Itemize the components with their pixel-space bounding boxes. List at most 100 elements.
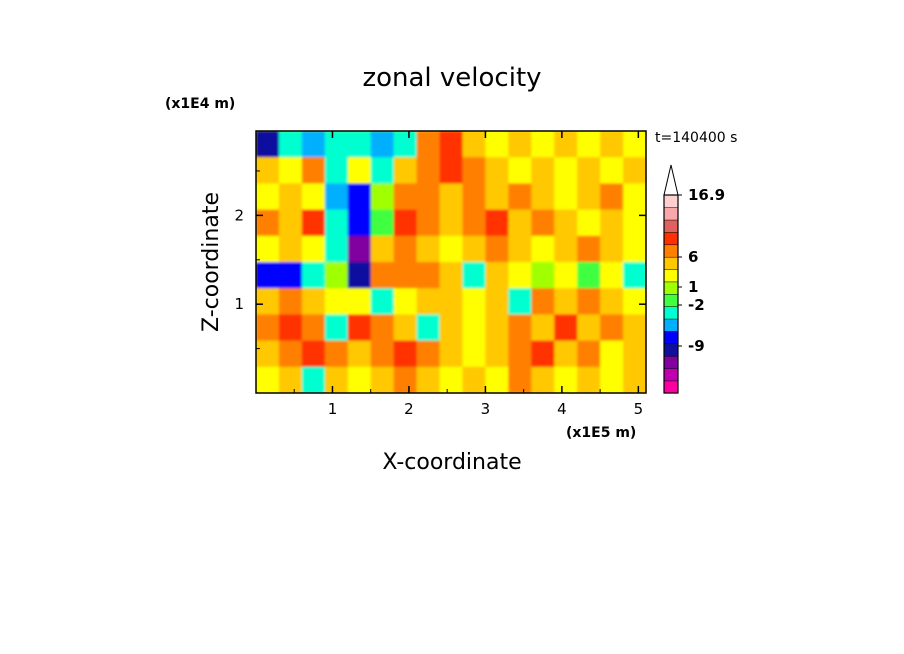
field-cell [531, 366, 555, 393]
field-cell [370, 209, 395, 237]
field-cell [531, 262, 555, 289]
field-cell [508, 209, 532, 237]
field-cell [416, 131, 441, 158]
field-cell [577, 262, 601, 289]
field-cell [256, 157, 280, 184]
field-cell [370, 157, 395, 184]
field-cell [278, 262, 303, 289]
x-tick-label: 3 [481, 400, 491, 418]
colorbar-label: 1 [688, 278, 698, 296]
colorbar-label: -9 [688, 337, 705, 355]
field-cell [347, 340, 372, 368]
field-cell [623, 131, 646, 158]
field-cell [256, 131, 280, 158]
field-cell [416, 314, 441, 342]
field-cell [416, 157, 441, 184]
field-cell [301, 366, 326, 393]
field-cell [301, 235, 326, 263]
field-cell [347, 157, 372, 184]
field-cell [485, 262, 509, 289]
field-cell [370, 366, 395, 393]
y-axis-label: Z-coordinate [199, 192, 224, 332]
field-cell [393, 131, 418, 158]
field-cell [600, 235, 624, 263]
field-cell [531, 131, 555, 158]
field-cell [531, 157, 555, 184]
field-cell [531, 235, 555, 263]
field-cell [485, 340, 509, 368]
field-cell [508, 131, 532, 158]
field-cell [508, 340, 532, 368]
x-tick-label: 5 [634, 400, 644, 418]
field-cell [485, 157, 509, 184]
field-cell [256, 183, 280, 211]
field-cell [278, 183, 303, 211]
field-cell [439, 314, 464, 342]
field-cell [531, 209, 555, 237]
field-cell [554, 366, 578, 393]
field-cell [554, 288, 578, 315]
field-cell [256, 366, 280, 393]
y-tick-label: 1 [234, 295, 244, 313]
field-cell [623, 340, 646, 368]
field-cell [600, 209, 624, 237]
field-cell [462, 314, 487, 342]
field-cell [623, 366, 646, 393]
colorbar-swatch [663, 281, 679, 295]
field-cell [439, 340, 464, 368]
field-cell [577, 340, 601, 368]
field-cell [623, 262, 646, 289]
field-cell [439, 183, 464, 211]
field-cell [577, 235, 601, 263]
field-cell [600, 340, 624, 368]
colorbar-swatch [663, 293, 679, 307]
field-cell [347, 366, 372, 393]
field-cell [416, 235, 441, 263]
field-cell [301, 288, 326, 315]
field-cell [416, 288, 441, 315]
field-cell [600, 183, 624, 211]
colorbar-swatch [663, 380, 679, 394]
field-cell [416, 366, 441, 393]
field-cell [278, 340, 303, 368]
field-cell [554, 209, 578, 237]
field-cell [531, 288, 555, 315]
x-tick-label: 4 [557, 400, 567, 418]
colorbar-swatch [663, 318, 679, 332]
field-cell [531, 314, 555, 342]
field-cell [278, 157, 303, 184]
field-cell [347, 131, 372, 158]
field-cell [462, 183, 487, 211]
field-cell [301, 209, 326, 237]
field-cell [508, 183, 532, 211]
field-cell [278, 314, 303, 342]
field-cell [439, 209, 464, 237]
field-cell [554, 340, 578, 368]
field-cell [600, 288, 624, 315]
colorbar-swatch [663, 355, 679, 369]
field-cell [324, 288, 349, 315]
field-cell [462, 288, 487, 315]
field-cell [393, 262, 418, 289]
field-cell [393, 366, 418, 393]
field-cell [393, 340, 418, 368]
field-cell [256, 262, 280, 289]
y-axis: 12 [234, 170, 646, 350]
field-cell [324, 157, 349, 184]
field-cell [347, 235, 372, 263]
x-axis: 1 2 3 4 5 [293, 131, 644, 418]
field-cell [393, 314, 418, 342]
field-cell [462, 340, 487, 368]
colorbar-swatch [663, 269, 679, 283]
field-cell [508, 366, 532, 393]
colorbar-swatch [663, 219, 679, 233]
field-cell [508, 235, 532, 263]
field-cell [600, 314, 624, 342]
field-cell [462, 157, 487, 184]
field-cell [623, 235, 646, 263]
field-cell [508, 314, 532, 342]
field-cell [256, 209, 280, 237]
colorbar-swatch [663, 231, 679, 246]
field-cell [393, 157, 418, 184]
